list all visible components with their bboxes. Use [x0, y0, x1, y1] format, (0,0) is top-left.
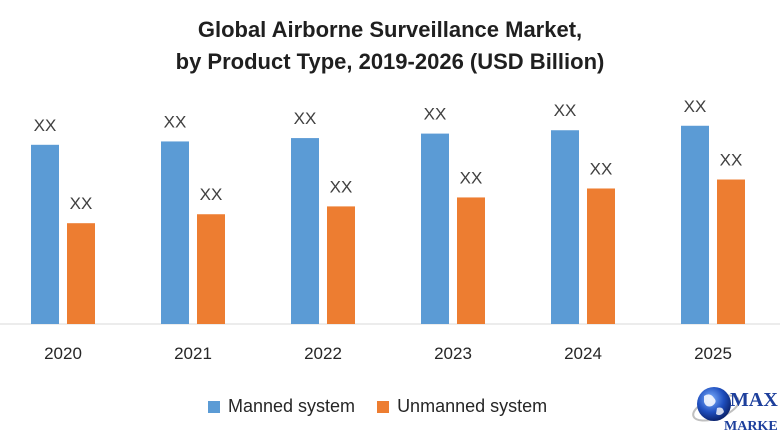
legend-swatch-manned [208, 401, 220, 413]
bar-manned-2020 [31, 145, 59, 324]
bar-manned-2021 [161, 141, 189, 324]
bar-chart: XX XX 2020 XX XX 2021 XX XX 2022 XX XX 2023 XX XX 2024… [0, 0, 780, 440]
maximize-market-logo: MAX MARKE [690, 372, 780, 440]
data-label-unmanned-2021: XX [200, 185, 223, 204]
data-label-manned-2024: XX [554, 101, 577, 120]
data-label-unmanned-2023: XX [460, 168, 483, 187]
data-label-unmanned-2024: XX [590, 159, 613, 178]
legend-label-manned: Manned system [228, 396, 355, 417]
x-tick-label-2021: 2021 [174, 344, 212, 363]
x-tick-label-2023: 2023 [434, 344, 472, 363]
legend-item-unmanned: Unmanned system [377, 396, 547, 417]
logo-text-line-2: MARKE [724, 419, 778, 434]
bar-manned-2024 [551, 130, 579, 324]
bar-unmanned-2023 [457, 197, 485, 324]
data-label-manned-2022: XX [294, 109, 317, 128]
data-label-manned-2020: XX [34, 116, 57, 135]
bar-unmanned-2022 [327, 206, 355, 324]
bar-manned-2023 [421, 134, 449, 324]
data-label-manned-2021: XX [164, 112, 187, 131]
bar-manned-2022 [291, 138, 319, 324]
x-tick-label-2025: 2025 [694, 344, 732, 363]
bar-unmanned-2024 [587, 188, 615, 324]
data-label-unmanned-2022: XX [330, 177, 353, 196]
bar-unmanned-2021 [197, 214, 225, 324]
x-tick-label-2020: 2020 [44, 344, 82, 363]
data-label-unmanned-2020: XX [70, 194, 93, 213]
data-label-manned-2025: XX [684, 97, 707, 116]
bar-manned-2025 [681, 126, 709, 324]
legend-label-unmanned: Unmanned system [397, 396, 547, 417]
data-label-unmanned-2025: XX [720, 151, 743, 170]
x-tick-label-2024: 2024 [564, 344, 602, 363]
legend-swatch-unmanned [377, 401, 389, 413]
x-tick-label-2022: 2022 [304, 344, 342, 363]
bar-unmanned-2020 [67, 223, 95, 324]
chart-legend: Manned system Unmanned system [208, 396, 569, 417]
logo-text-line-1: MAX [730, 389, 778, 411]
bar-unmanned-2025 [717, 180, 745, 324]
data-label-manned-2023: XX [424, 105, 447, 124]
legend-item-manned: Manned system [208, 396, 355, 417]
